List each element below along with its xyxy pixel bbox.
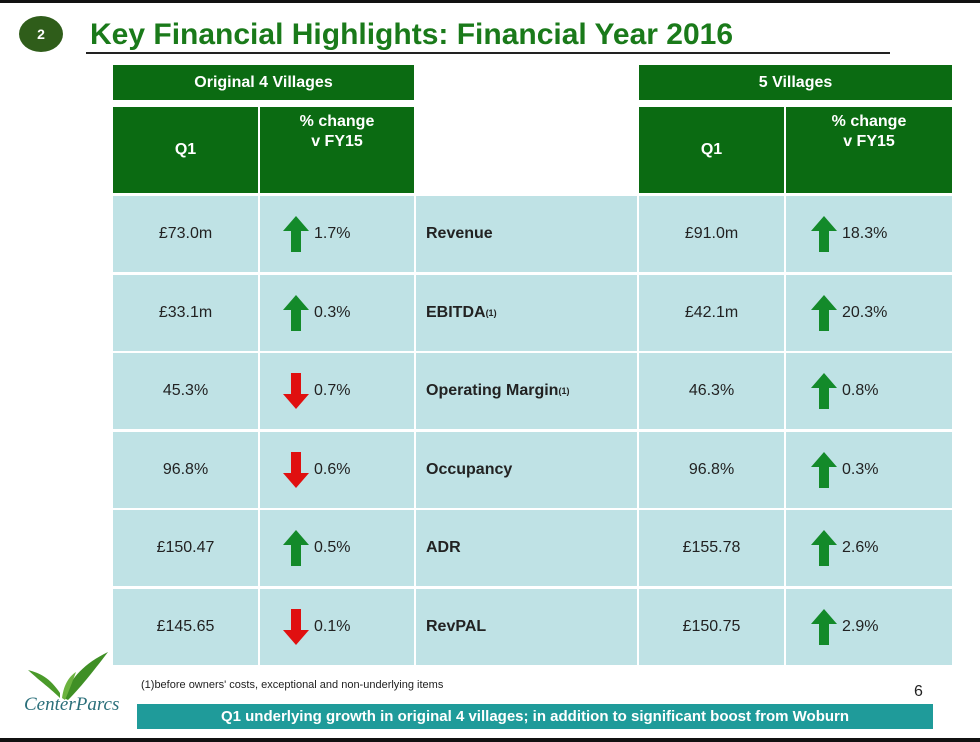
change-value: 0.5% (314, 539, 351, 556)
q1-left-cell: 45.3% (113, 353, 258, 429)
change-right-cell: 18.3% (786, 196, 952, 272)
arrow-up-icon (811, 451, 837, 488)
page-title: Key Financial Highlights: Financial Year… (86, 18, 890, 54)
metric-label: Operating Margin (426, 382, 559, 399)
q1-left-cell: £33.1m (113, 274, 258, 351)
change-value: 18.3% (842, 225, 888, 242)
q1-value: 96.8% (688, 460, 735, 478)
section-badge: 2 (19, 16, 63, 52)
q1-left-cell: £150.47 (113, 510, 258, 586)
logo-text: CenterParcs (24, 694, 120, 715)
change-left-cell: 0.6% (260, 431, 414, 508)
arrow-up-icon (811, 373, 837, 409)
col-header-q1-left: Q1 (113, 107, 258, 193)
change-value: 0.3% (842, 460, 879, 478)
arrow-up-icon (811, 294, 837, 331)
metric-label-cell: Occupancy (416, 431, 637, 508)
footnote-marker: (1) (485, 307, 497, 318)
q1-value: £73.0m (158, 225, 213, 242)
metric-label-cell: Revenue (416, 196, 637, 272)
page-number: 6 (914, 683, 923, 700)
arrow-down-icon (283, 451, 309, 488)
change-right-cell: 2.6% (786, 510, 952, 586)
arrow-up-icon (811, 608, 837, 645)
group-header-5-villages: 5 Villages (639, 65, 952, 100)
metric-label: ADR (426, 539, 461, 556)
change-value: 0.8% (842, 382, 879, 399)
q1-value: £150.47 (156, 539, 215, 556)
arrow-up-icon (811, 530, 837, 566)
q1-value: £91.0m (684, 225, 739, 242)
metric-label: Occupancy (426, 460, 513, 478)
change-value: 2.9% (842, 617, 879, 635)
q1-value: £150.75 (682, 617, 741, 635)
group-header-original-4-villages: Original 4 Villages (113, 65, 414, 100)
change-left-cell: 1.7% (260, 196, 414, 272)
q1-value: 45.3% (162, 382, 209, 399)
arrow-up-icon (283, 294, 309, 331)
metric-label: Revenue (426, 225, 493, 242)
arrow-up-icon (283, 530, 309, 566)
footnote: (1)before owners' costs, exceptional and… (141, 679, 444, 691)
top-border (0, 0, 980, 3)
metric-label-cell: EBITDA (1) (416, 274, 637, 351)
q1-left-cell: 96.8% (113, 431, 258, 508)
change-left-cell: 0.5% (260, 510, 414, 586)
arrow-up-icon (283, 216, 309, 252)
arrow-up-icon (811, 216, 837, 252)
change-left-cell: 0.3% (260, 274, 414, 351)
arrow-down-icon (283, 608, 309, 645)
change-value: 1.7% (314, 225, 351, 242)
change-right-cell: 0.3% (786, 431, 952, 508)
metric-label-cell: RevPAL (416, 588, 637, 665)
change-value: 2.6% (842, 539, 879, 556)
q1-right-cell: £155.78 (639, 510, 784, 586)
metric-label: EBITDA (426, 303, 486, 321)
footnote-marker: (1) (558, 386, 570, 396)
q1-right-cell: £42.1m (639, 274, 784, 351)
q1-value: £145.65 (156, 617, 215, 635)
q1-value: £33.1m (158, 303, 213, 321)
change-value: 0.3% (314, 303, 351, 321)
q1-value: 96.8% (162, 460, 209, 478)
q1-value: 46.3% (688, 382, 735, 399)
centerparcs-logo-icon (28, 652, 108, 700)
q1-left-cell: £145.65 (113, 588, 258, 665)
change-value: 20.3% (842, 303, 888, 321)
q1-value: £155.78 (682, 539, 741, 556)
metric-label: RevPAL (426, 617, 487, 635)
change-right-cell: 0.8% (786, 353, 952, 429)
q1-left-cell: £73.0m (113, 196, 258, 272)
q1-right-cell: 46.3% (639, 353, 784, 429)
q1-right-cell: £91.0m (639, 196, 784, 272)
change-left-cell: 0.1% (260, 588, 414, 665)
metric-label-cell: ADR (416, 510, 637, 586)
change-value: 0.6% (314, 460, 351, 478)
change-right-cell: 2.9% (786, 588, 952, 665)
q1-value: £42.1m (684, 303, 739, 321)
change-value: 0.7% (314, 382, 351, 399)
metric-label-cell: Operating Margin (1) (416, 353, 637, 429)
change-left-cell: 0.7% (260, 353, 414, 429)
col-header-q1-right: Q1 (639, 107, 784, 193)
col-header-change-right: % change v FY15 (786, 107, 952, 193)
bottom-border (0, 738, 980, 742)
q1-right-cell: 96.8% (639, 431, 784, 508)
q1-right-cell: £150.75 (639, 588, 784, 665)
col-header-change-left: % change v FY15 (260, 107, 414, 193)
summary-banner: Q1 underlying growth in original 4 villa… (137, 704, 933, 729)
change-right-cell: 20.3% (786, 274, 952, 351)
arrow-down-icon (283, 373, 309, 409)
change-value: 0.1% (314, 617, 351, 635)
